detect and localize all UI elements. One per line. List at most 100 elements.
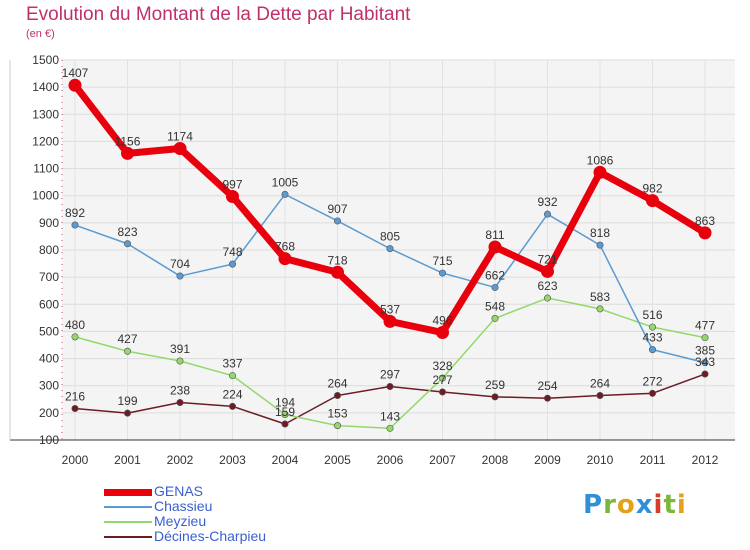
y-tick-label: 500 [39,324,59,338]
legend-label: Chassieu [154,498,213,514]
data-point [176,272,184,280]
data-point [281,420,289,428]
logo-letter: i [653,490,664,520]
data-label: 264 [327,376,347,390]
data-point [438,269,446,277]
x-tick-label: 2006 [377,453,404,467]
data-label: 721 [537,252,557,266]
data-point [543,394,551,402]
data-point [173,141,187,155]
y-tick-label: 800 [39,243,59,257]
legend-label: GENAS [154,483,204,499]
data-point [176,399,184,407]
legend: GENAS Chassieu Meyzieu Décines-Charpieu [104,483,324,545]
data-point [176,357,184,365]
y-tick-label: 300 [39,379,59,393]
data-point [491,314,499,322]
data-point [386,383,394,391]
data-point [71,333,79,341]
data-label: 811 [485,228,504,242]
y-tick-label: 1200 [32,134,59,148]
data-label: 224 [222,387,242,401]
data-point [383,314,397,328]
legend-item: Meyzieu [104,513,324,530]
legend-swatch [104,488,152,496]
logo-letter: P [583,490,604,520]
data-label: 537 [380,302,400,316]
data-label: 997 [222,178,242,192]
x-tick-label: 2011 [640,453,666,467]
logo-letter: r [603,490,617,520]
data-label: 238 [170,384,190,398]
data-point [281,410,289,418]
data-label: 1086 [587,153,614,167]
data-point [491,393,499,401]
data-label: 583 [590,290,610,304]
x-tick-label: 2012 [692,453,719,467]
data-label: 433 [642,331,662,345]
data-label: 391 [170,342,190,356]
data-label: 259 [485,378,505,392]
data-label: 297 [380,368,400,382]
y-tick-label: 100 [39,433,59,447]
logo-letter: x [635,490,654,520]
legend-label: Décines-Charpieu [154,528,267,544]
data-label: 477 [695,319,715,333]
data-label: 805 [380,230,400,244]
data-label: 823 [117,225,137,239]
data-point [596,241,604,249]
logo-letter: t [663,490,677,520]
chart-title: Evolution du Montant de la Dette par Hab… [26,4,411,25]
data-point [333,217,341,225]
y-tick-label: 200 [39,406,59,420]
data-label: 704 [170,257,190,271]
data-label: 496 [432,314,452,328]
data-label: 1407 [62,66,89,80]
legend-item: Chassieu [104,498,324,515]
y-tick-label: 900 [39,216,59,230]
data-label: 1005 [272,175,299,189]
data-point [436,326,449,340]
x-tick-label: 2005 [324,453,351,467]
data-point [229,260,237,268]
data-point [701,334,709,342]
y-tick-label: 1400 [32,80,59,94]
unit-label: (en €) [26,28,55,40]
x-tick-label: 2001 [114,453,141,467]
data-point [229,402,237,410]
x-tick-label: 2009 [534,453,561,467]
data-point [386,245,394,253]
data-label: 254 [537,379,557,393]
data-point [386,424,394,432]
logo-letter: o [616,490,636,520]
data-point [124,347,132,355]
data-label: 623 [537,279,557,293]
data-label: 337 [222,357,242,371]
data-point [543,210,551,218]
data-point [438,388,446,396]
data-label: 427 [117,332,137,346]
x-tick-label: 2008 [482,453,509,467]
data-point [71,221,79,229]
legend-swatch [104,506,152,508]
data-label: 982 [642,182,662,196]
data-point [648,346,656,354]
y-tick-label: 1000 [32,189,59,203]
data-label: 516 [642,308,662,322]
legend-item: GENAS [104,483,324,500]
data-point [71,405,79,413]
data-label: 768 [275,240,295,254]
data-label: 892 [65,206,85,220]
data-point [281,190,289,198]
data-point [491,283,499,291]
data-label: 264 [590,376,610,390]
data-point [701,370,709,378]
data-point [593,165,607,179]
data-label: 194 [275,395,295,409]
data-point [229,372,237,380]
data-point [333,391,341,399]
data-point [488,240,502,254]
data-label: 863 [695,214,715,228]
